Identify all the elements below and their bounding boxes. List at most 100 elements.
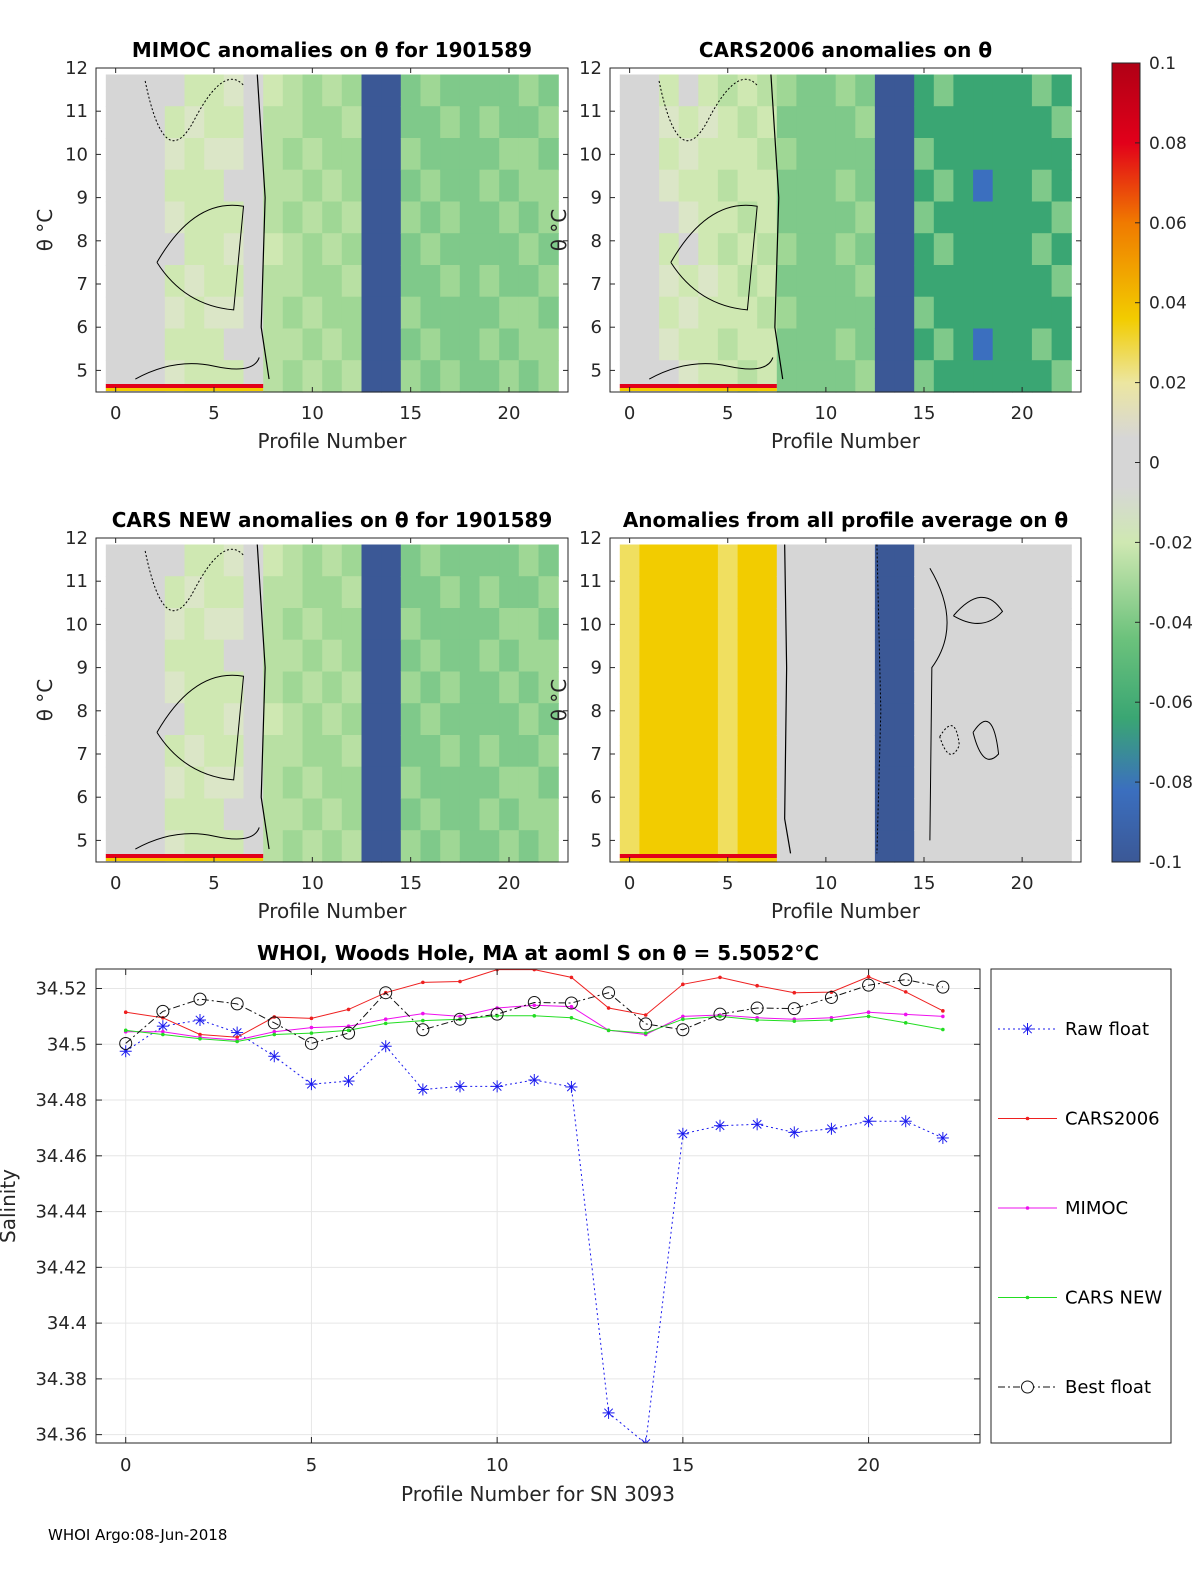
heatmap-cell — [400, 798, 422, 831]
heatmap-cell — [243, 138, 264, 171]
heatmap-cell — [223, 703, 245, 736]
heatmap-cell — [717, 671, 739, 704]
bottom-anomaly-strip — [105, 388, 264, 391]
heatmap-cell — [855, 766, 876, 800]
heatmap-cell — [440, 265, 461, 298]
heatmap-cell — [518, 328, 540, 361]
heatmap-cell — [440, 233, 461, 266]
heatmap-cell — [204, 766, 225, 800]
heatmap-cell — [874, 328, 896, 361]
heatmap-cell — [518, 798, 540, 831]
data-point — [792, 990, 797, 995]
heatmap-cell — [341, 201, 363, 234]
heatmap-cell — [440, 766, 461, 800]
heatmap-cell — [619, 735, 640, 768]
heatmap-cell — [204, 233, 225, 266]
heatmap-cell — [717, 106, 739, 139]
heatmap-cell — [639, 798, 660, 831]
heatmap-cell — [1012, 328, 1033, 361]
bottom-anomaly-strip — [619, 388, 777, 391]
data-point — [527, 995, 541, 1009]
heatmap-cell — [479, 74, 500, 107]
heatmap-cell — [816, 703, 837, 736]
heatmap-cell — [1031, 576, 1053, 609]
heatmap-cell — [992, 544, 1013, 577]
data-point — [379, 986, 393, 1000]
heatmap-cell — [400, 544, 422, 577]
heatmap-cell — [282, 106, 304, 139]
series-line — [125, 979, 943, 1044]
heatmap-cell — [282, 233, 304, 266]
data-point — [936, 980, 950, 994]
heatmap-cell — [381, 576, 402, 609]
data-point — [421, 1018, 425, 1023]
heatmap-cell — [499, 233, 520, 266]
heatmap-cell — [479, 265, 500, 298]
heatmap-cell — [518, 74, 540, 107]
heatmap-cell — [223, 766, 245, 800]
heatmap-cell — [874, 830, 896, 863]
y-tick-label: 7 — [591, 744, 602, 765]
heatmap-cell — [184, 296, 205, 330]
heatmap-cell — [164, 201, 186, 234]
heatmap-cell — [440, 169, 461, 203]
heatmap-cell — [894, 576, 915, 609]
y-tick-label: 34.48 — [35, 1090, 87, 1111]
data-point — [309, 1031, 314, 1035]
y-tick-label: 8 — [591, 231, 602, 252]
data-point — [194, 1014, 206, 1027]
x-tick-label: 20 — [498, 403, 521, 424]
y-axis-label: θ °C — [33, 209, 57, 252]
heatmap-cell — [263, 544, 284, 577]
heatmap-cell — [420, 233, 441, 266]
heatmap-cell — [459, 544, 481, 577]
heatmap-cell — [933, 74, 954, 107]
heatmap-cell — [184, 735, 205, 768]
data-point — [272, 1032, 277, 1037]
heatmap-cell — [1051, 169, 1072, 203]
heatmap-cell — [125, 328, 146, 361]
heatmap-cell — [164, 138, 186, 171]
heatmap-cell — [796, 735, 817, 768]
y-tick-label: 34.5 — [47, 1034, 87, 1055]
data-point — [714, 1119, 726, 1132]
heatmap-cell — [639, 703, 660, 736]
heatmap-cell — [717, 265, 739, 298]
heatmap-cell — [1051, 798, 1072, 831]
heatmap-cell — [204, 608, 225, 641]
heatmap-cell — [518, 296, 540, 330]
heatmap-cell — [243, 328, 264, 361]
heatmap-cell — [440, 138, 461, 171]
heatmap-cell — [874, 766, 896, 800]
heatmap-cell — [223, 328, 245, 361]
heatmap-cell — [164, 106, 186, 139]
series-cars2006 — [123, 969, 945, 1040]
legend-entry: MIMOC — [998, 1198, 1128, 1219]
heatmap-cell — [717, 766, 739, 800]
heatmap-cell — [322, 201, 343, 234]
heatmap-cell — [698, 735, 719, 768]
heatmap-cell — [302, 138, 323, 171]
heatmap-cell — [933, 233, 954, 266]
heatmap-cell — [659, 169, 680, 203]
heatmap-cell — [678, 544, 699, 577]
heatmap-cell — [322, 639, 343, 673]
heatmap-cell — [639, 608, 660, 641]
heatmap-cell — [1031, 798, 1053, 831]
heatmap-cell — [757, 296, 778, 330]
heatmap-panels: 0 5 10 15 20 5 6 7 8 9 10 11 12 MIMOC anomalies on θ … — [33, 38, 1082, 923]
heatmap-cell — [381, 106, 402, 139]
heatmap-cell — [816, 766, 837, 800]
heatmap-cell — [282, 74, 304, 107]
heatmap-cell — [125, 576, 146, 609]
heatmap-cell — [619, 544, 640, 577]
heatmap-cell — [659, 328, 680, 361]
data-point — [156, 1004, 170, 1018]
heatmap-cell — [381, 639, 402, 673]
heatmap-cell — [223, 169, 245, 203]
heatmap-cell — [125, 169, 146, 203]
heatmap-cell — [855, 798, 876, 831]
heatmap-cell — [717, 576, 739, 609]
heatmap-cell — [499, 766, 520, 800]
heatmap-cell — [361, 169, 382, 203]
